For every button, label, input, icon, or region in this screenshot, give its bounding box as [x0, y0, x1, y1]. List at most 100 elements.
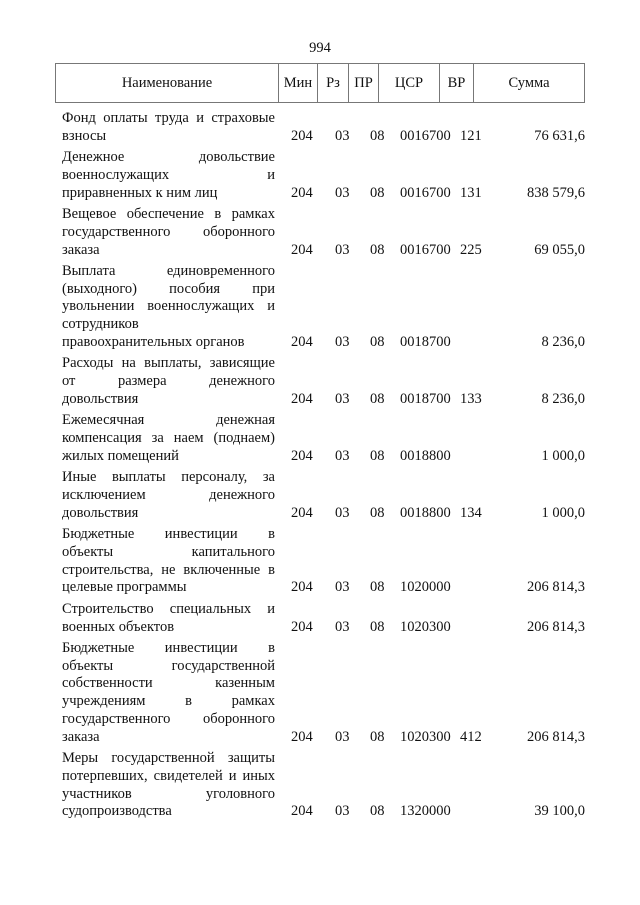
row-min: 204	[291, 390, 313, 407]
word: увольнении	[62, 298, 135, 315]
word: Бюджетные	[62, 526, 135, 543]
word: рамках	[231, 205, 275, 222]
row-name: Иные выплаты персоналу, за исключением денежн…	[62, 469, 275, 522]
row-vr: 121	[460, 127, 482, 144]
row-csr: 0016700	[400, 184, 451, 201]
table-row: Фонд оплаты труда и страховые взносы 204 03 08 00…	[62, 110, 585, 146]
word: оплаты	[103, 110, 148, 126]
table-header: Наименование Мин Рз ПР ЦСР ВР Сумма	[55, 63, 585, 103]
row-sum: 1 000,0	[541, 447, 586, 464]
row-min: 204	[291, 241, 313, 258]
word: государственной	[111, 750, 215, 767]
row-name-line: объекты капитального	[62, 544, 275, 562]
header-sum: Сумма	[473, 64, 584, 102]
word: потерпевших,	[62, 767, 148, 784]
table-body: Фонд оплаты труда и страховые взносы 204 03 08 00…	[62, 110, 585, 825]
word: объекты	[62, 657, 114, 674]
table-row: Расходы на выплаты, зависящие от размера денеж…	[62, 355, 585, 408]
word: денежного	[209, 373, 275, 390]
row-name-line: Меры государственной защиты	[62, 750, 275, 768]
word: (поднаем)	[213, 430, 275, 447]
row-sum: 76 631,6	[534, 127, 585, 144]
row-name-line: заказа	[62, 728, 100, 745]
row-name: Расходы на выплаты, зависящие от размера денеж…	[62, 355, 275, 408]
row-pr: 08	[370, 127, 385, 144]
row-pr: 08	[370, 447, 385, 464]
word: Вещевое	[62, 205, 117, 222]
row-name: Ежемесячная денежная компенсация за наем (под…	[62, 412, 275, 465]
row-name: Фонд оплаты труда и страховые взносы	[62, 110, 275, 146]
table-row: Ежемесячная денежная компенсация за наем (под…	[62, 412, 585, 465]
word: Строительство	[62, 600, 154, 617]
row-pr: 08	[370, 184, 385, 201]
row-pr: 08	[370, 728, 385, 745]
row-name-line: Фонд оплаты труда и страховые	[62, 110, 275, 128]
header-csr: ЦСР	[378, 64, 439, 102]
row-name-line: приравненных к ним лиц	[62, 184, 218, 201]
row-csr: 1020300	[400, 618, 451, 635]
header-min: Мин	[278, 64, 317, 102]
row-rz: 03	[335, 728, 350, 745]
row-rz: 03	[335, 504, 350, 521]
row-csr: 1020300	[400, 728, 451, 745]
word: исключением	[62, 486, 146, 503]
header-pr: ПР	[348, 64, 378, 102]
row-name-line: взносы	[62, 127, 107, 144]
row-name-line: военнослужащих и	[62, 167, 275, 185]
word: выплаты	[111, 469, 166, 486]
row-name-line: целевые программы	[62, 579, 187, 596]
row-name-line: исключением денежного	[62, 487, 275, 505]
row-name-line: Вещевое обеспечение в рамках	[62, 206, 275, 224]
row-rz: 03	[335, 184, 350, 201]
row-csr: 0018700	[400, 334, 451, 351]
word: специальных	[169, 600, 252, 617]
row-name-line: компенсация за наем (поднаем)	[62, 430, 275, 448]
word: компенсация	[62, 430, 142, 447]
row-pr: 08	[370, 241, 385, 258]
word: уголовного	[205, 785, 275, 802]
word: за	[262, 469, 275, 486]
table-row: Строительство специальных и военных объекто…	[62, 601, 585, 637]
row-sum: 8 236,0	[541, 334, 586, 351]
row-name-line: сотрудников	[62, 316, 275, 334]
word: от	[62, 373, 76, 390]
row-csr: 0018700	[400, 390, 451, 407]
row-rz: 03	[335, 241, 350, 258]
word: Ежемесячная	[62, 412, 145, 429]
row-sum: 39 100,0	[534, 803, 585, 820]
row-name-line: от размера денежного	[62, 373, 275, 391]
row-name: Денежное довольствие военнослужащих и прирав…	[62, 149, 275, 202]
word: объекты	[62, 543, 114, 560]
row-name-line: государственного оборонного	[62, 711, 275, 729]
row-sum: 206 814,3	[527, 618, 585, 635]
word: государственной	[171, 657, 275, 674]
word: и	[267, 166, 275, 183]
row-name: Бюджетные инвестиции в объекты капитального с…	[62, 526, 275, 597]
table-row: Вещевое обеспечение в рамках государственног…	[62, 206, 585, 259]
word: оборонного	[203, 711, 275, 727]
row-csr: 0018800	[400, 504, 451, 521]
word: государственного	[62, 711, 171, 727]
word: выплаты,	[144, 355, 202, 372]
word: включенные	[183, 561, 261, 578]
row-sum: 69 055,0	[534, 241, 585, 258]
row-csr: 0016700	[400, 127, 451, 144]
row-name-line: государственного оборонного	[62, 224, 275, 242]
word: в	[268, 561, 275, 578]
row-name-line: Выплата единовременного	[62, 263, 275, 281]
word: оборонного	[203, 223, 275, 240]
word: при	[252, 280, 275, 297]
row-csr: 0018800	[400, 447, 451, 464]
row-pr: 08	[370, 579, 385, 596]
row-vr: 133	[460, 390, 482, 407]
word: обеспечение	[126, 205, 204, 222]
table-row: Выплата единовременного (выходного) пособия…	[62, 263, 585, 352]
word: инвестиции	[164, 639, 238, 656]
row-vr: 131	[460, 184, 482, 201]
word: Выплата	[62, 262, 116, 279]
row-sum: 206 814,3	[527, 579, 585, 596]
word: и	[267, 298, 275, 315]
row-vr: 134	[460, 504, 482, 521]
row-rz: 03	[335, 127, 350, 144]
